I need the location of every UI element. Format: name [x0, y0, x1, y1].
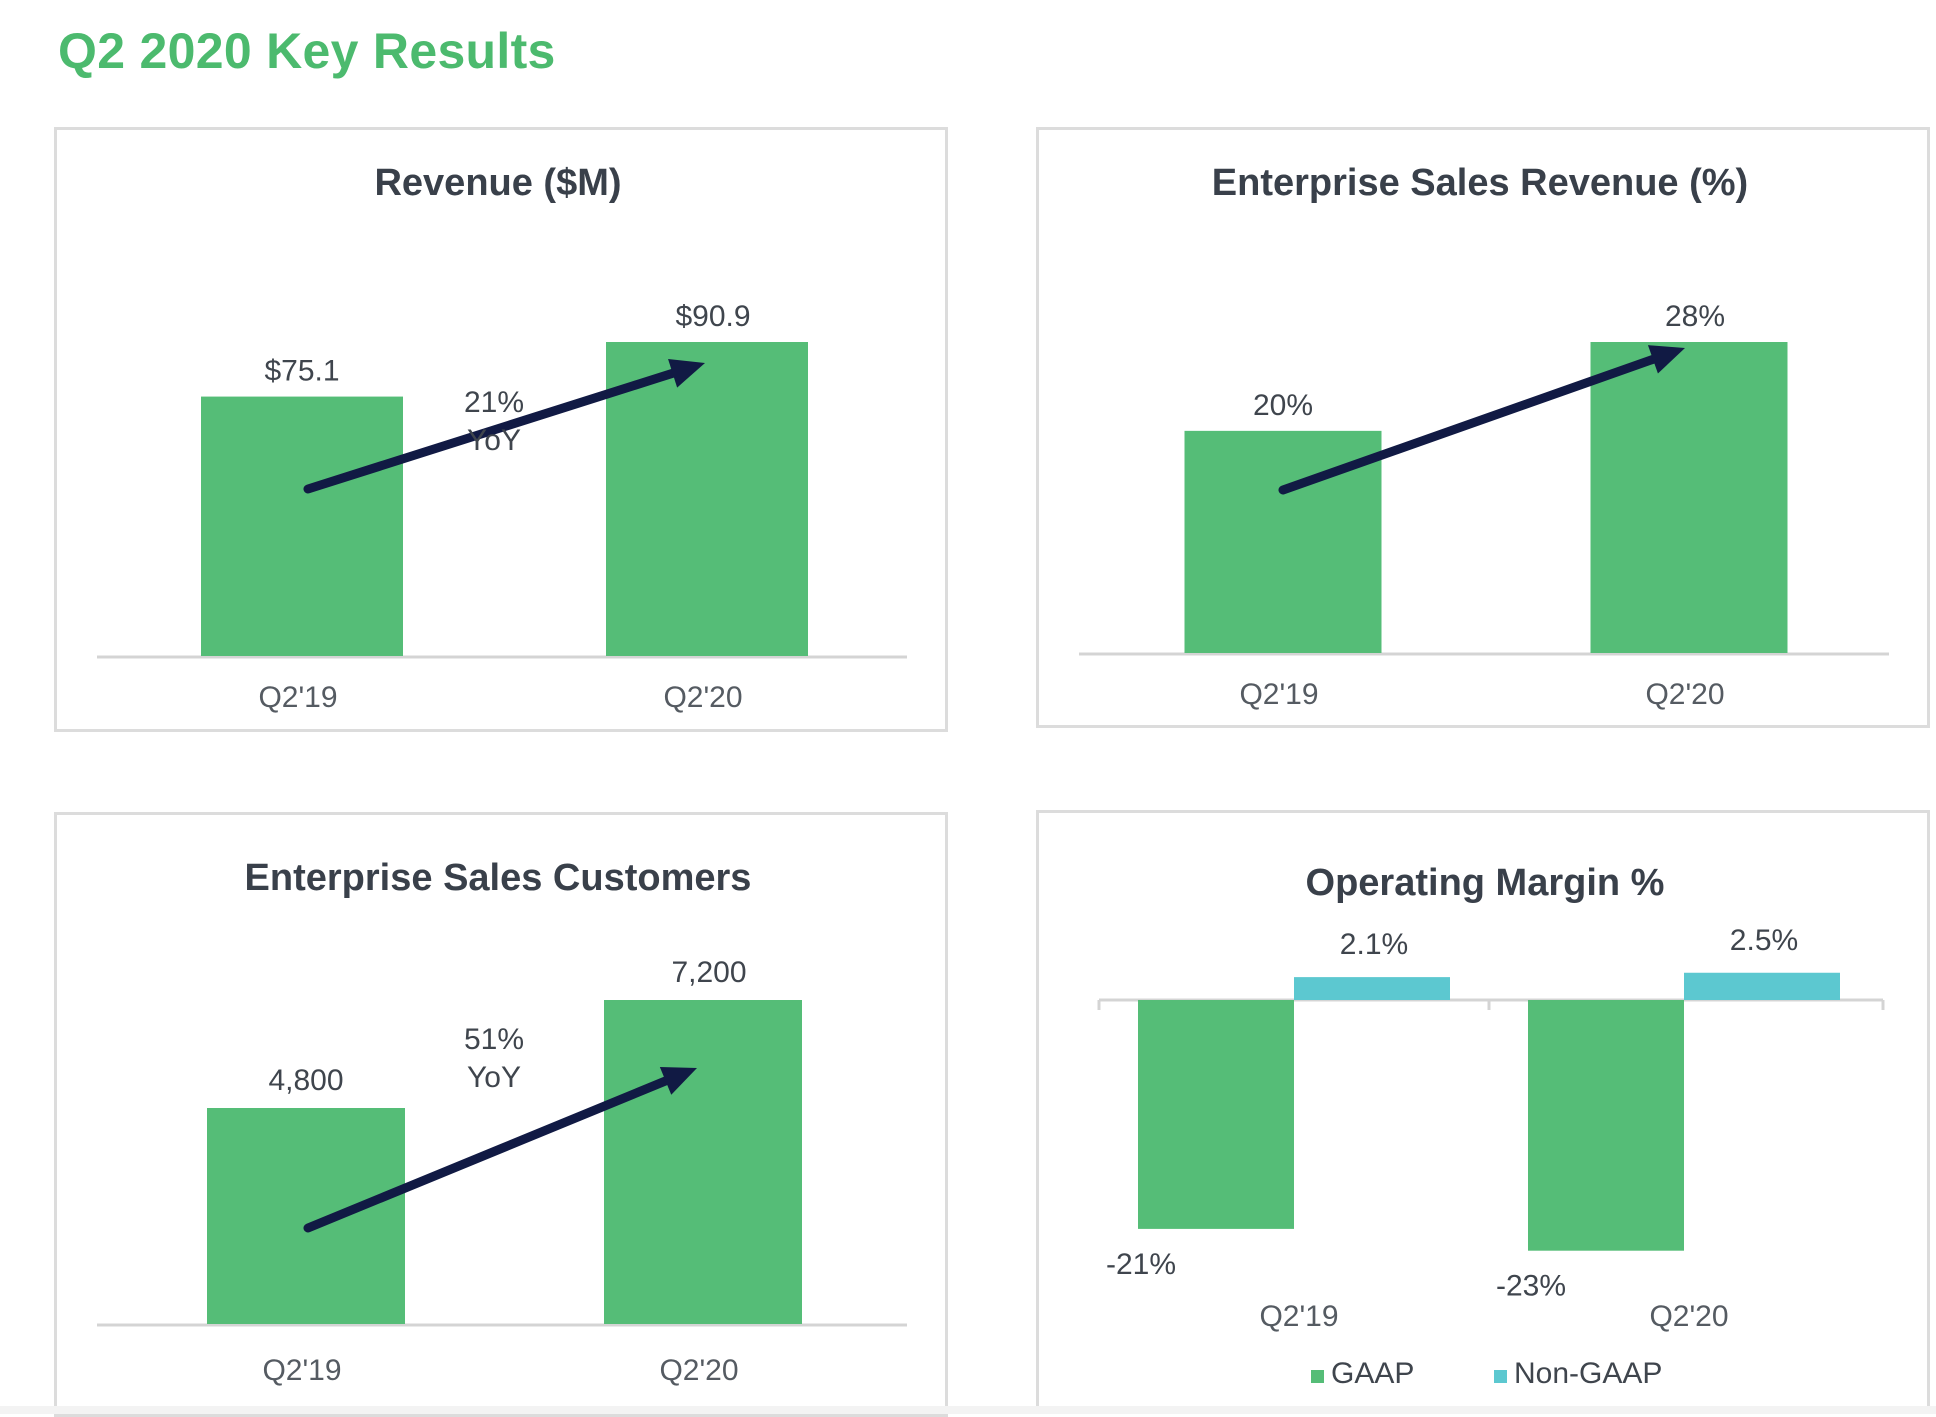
x-tick-label: Q2'20 — [659, 1354, 738, 1387]
growth-annotation-suffix: YoY — [467, 1061, 521, 1094]
x-tick-label: Q2'19 — [262, 1354, 341, 1387]
chart-title: Enterprise Sales Revenue (%) — [1212, 162, 1748, 204]
bar-q219 — [201, 396, 403, 656]
operating-margin-chart-panel: Operating Margin % -21% 2.1% Q2'19 -23% 2.5% Q… — [1036, 810, 1930, 1410]
legend-label: GAAP — [1331, 1357, 1414, 1390]
x-tick-label: Q2'19 — [1239, 678, 1318, 711]
trend-arrow-shaft — [1278, 354, 1658, 495]
legend-swatch-gaap — [1311, 1370, 1324, 1383]
data-label: 20% — [1253, 389, 1313, 422]
chart-title: Enterprise Sales Customers — [245, 857, 752, 899]
growth-annotation: 51% — [464, 1023, 524, 1056]
data-label: 2.1% — [1340, 928, 1408, 961]
bar-nongaap-q219 — [1294, 977, 1450, 1000]
operating-margin-chart: Operating Margin % -21% 2.1% Q2'19 -23% 2.5% Q… — [1097, 862, 1885, 1390]
bottom-edge — [0, 1406, 1936, 1414]
trend-arrow-shaft — [303, 368, 678, 494]
trend-arrow-shaft — [303, 1076, 671, 1233]
data-label: 2.5% — [1730, 924, 1798, 957]
data-label: 28% — [1665, 300, 1725, 333]
bar-nongaap-q220 — [1684, 972, 1840, 1000]
x-tick-label: Q2'20 — [1645, 678, 1724, 711]
bar-q220 — [604, 1000, 802, 1324]
x-tick-label: Q2'19 — [1259, 1300, 1338, 1333]
page-title: Q2 2020 Key Results — [58, 23, 556, 79]
enterprise-sales-customers-chart: Enterprise Sales Customers 4,800 Q2'19 7,20… — [97, 857, 907, 1387]
legend-swatch-nongaap — [1494, 1370, 1507, 1383]
bar-q220 — [1590, 342, 1788, 653]
trend-arrow-head — [659, 1067, 697, 1095]
growth-annotation: 21% — [464, 386, 524, 419]
x-tick-label: Q2'20 — [663, 681, 742, 714]
chart-title: Operating Margin % — [1306, 862, 1665, 904]
data-label: -21% — [1106, 1248, 1176, 1281]
x-tick-label: Q2'20 — [1649, 1300, 1728, 1333]
trend-arrow-head — [1647, 345, 1685, 374]
enterprise-sales-revenue-chart: Enterprise Sales Revenue (%) 20% Q2'19 28% Q… — [1079, 162, 1889, 711]
bar-q219 — [207, 1108, 405, 1324]
data-label: $75.1 — [264, 355, 339, 388]
enterprise-sales-customers-chart-panel: Enterprise Sales Customers 4,800 Q2'19 7,20… — [54, 812, 948, 1417]
data-label: $90.9 — [675, 300, 750, 333]
data-label: -23% — [1496, 1270, 1566, 1303]
legend-label: Non-GAAP — [1514, 1357, 1662, 1390]
revenue-chart-panel: Revenue ($M) $75.1 Q2'19 $90.9 Q2'20 21% YoY — [54, 127, 948, 732]
data-label: 4,800 — [268, 1064, 343, 1097]
trend-arrow-head — [668, 358, 705, 388]
revenue-chart: Revenue ($M) $75.1 Q2'19 $90.9 Q2'20 21% YoY — [97, 162, 907, 714]
bar-q220 — [606, 342, 808, 656]
bar-gaap-q219 — [1138, 1000, 1294, 1229]
x-tick-label: Q2'19 — [258, 681, 337, 714]
chart-title: Revenue ($M) — [374, 162, 621, 204]
enterprise-sales-revenue-chart-panel: Enterprise Sales Revenue (%) 20% Q2'19 28% Q… — [1036, 127, 1930, 728]
bar-gaap-q220 — [1528, 1000, 1684, 1251]
growth-annotation-suffix: YoY — [467, 424, 521, 457]
data-label: 7,200 — [671, 956, 746, 989]
